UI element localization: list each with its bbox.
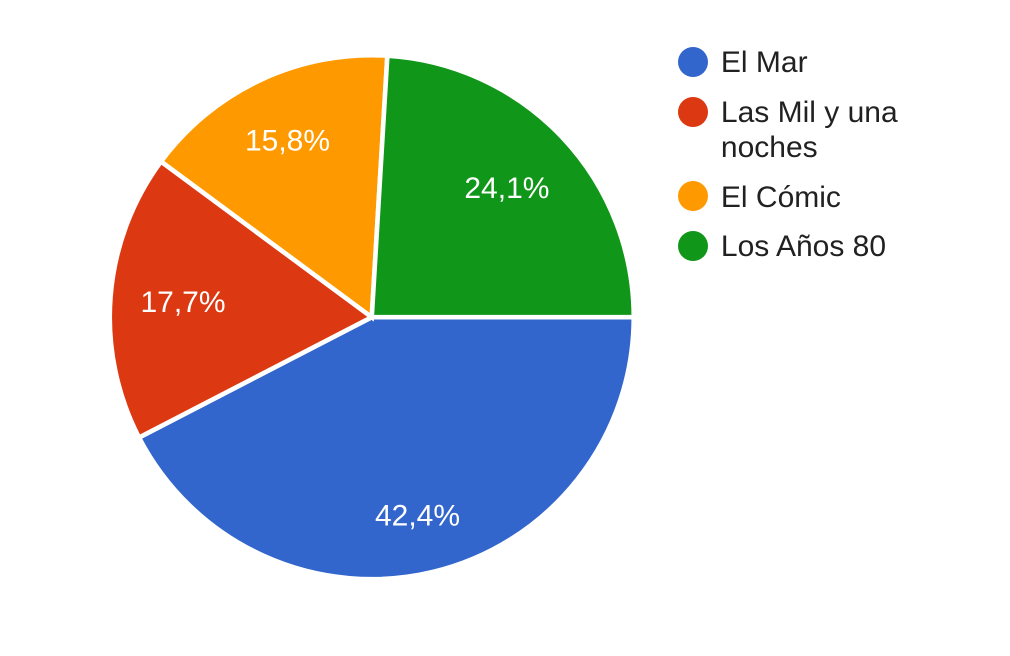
svg-text:15,8%: 15,8%	[245, 125, 330, 158]
svg-text:24,1%: 24,1%	[464, 172, 549, 205]
svg-text:42,4%: 42,4%	[375, 500, 460, 533]
svg-text:17,7%: 17,7%	[140, 286, 225, 319]
